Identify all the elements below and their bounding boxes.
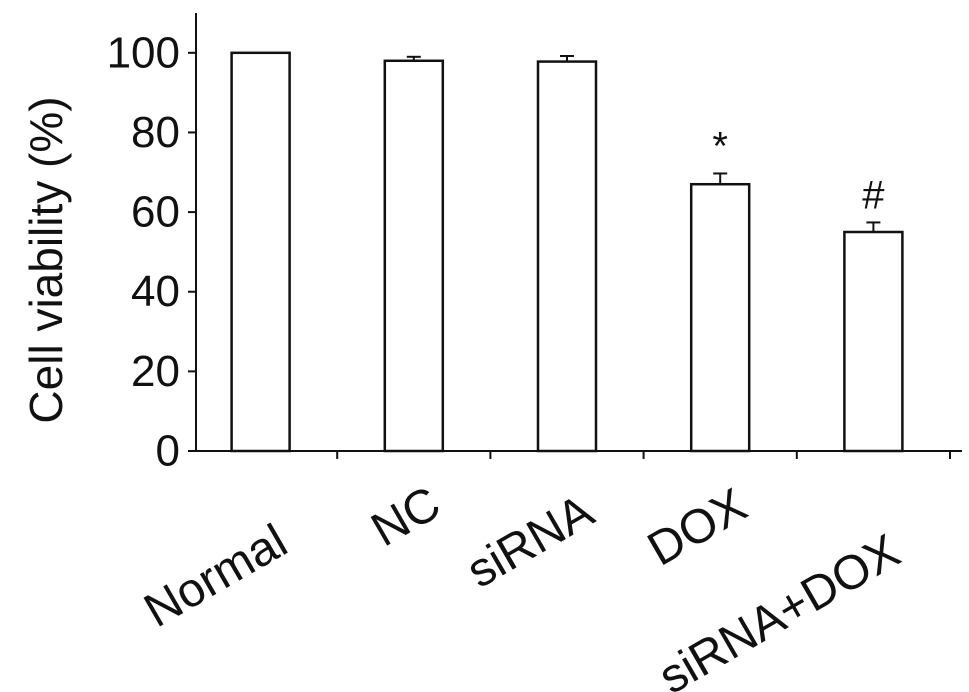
- bar-normal: [230, 51, 291, 453]
- category-label: DOX: [639, 479, 756, 577]
- bar-sirna: [536, 60, 598, 453]
- category-label: NC: [363, 477, 450, 558]
- y-axis-label: Cell viability (%): [20, 96, 72, 423]
- category-label: Normal: [136, 515, 296, 638]
- category-label: siRNA: [458, 485, 602, 599]
- y-tick-label: 40: [131, 267, 180, 316]
- bar-dox: [689, 182, 751, 453]
- y-tick-label: 60: [131, 188, 180, 237]
- y-tick-label: 20: [131, 347, 180, 396]
- y-tick-label: 80: [131, 108, 180, 157]
- y-tick-label: 100: [107, 28, 180, 77]
- y-tick-label: 0: [156, 427, 180, 476]
- significance-marker: #: [862, 173, 885, 217]
- bar-sirna-dox: [843, 230, 904, 453]
- significance-marker: *: [712, 124, 728, 168]
- bar-nc: [383, 59, 445, 453]
